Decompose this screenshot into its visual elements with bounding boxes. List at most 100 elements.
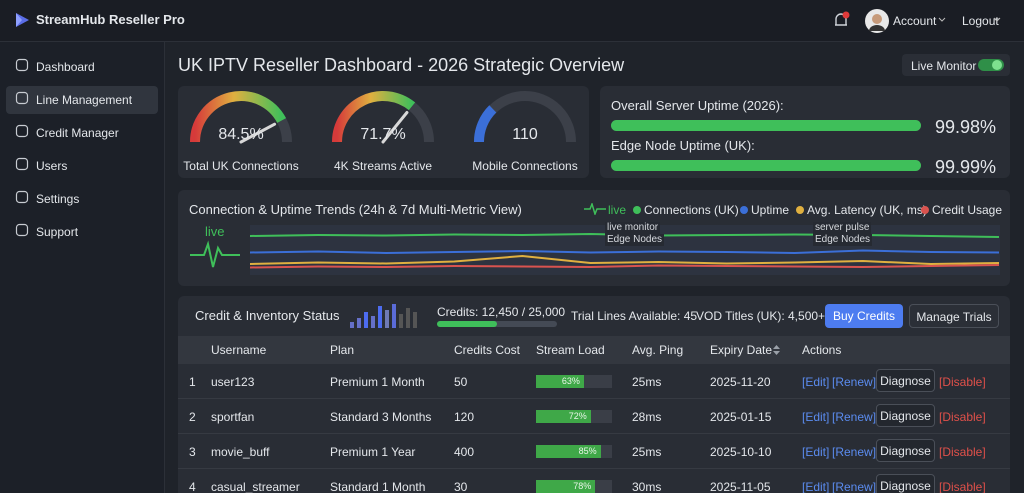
toggle-switch[interactable]	[978, 59, 1004, 71]
nav-icon	[15, 124, 29, 138]
column-header: Avg. Ping	[632, 343, 684, 357]
table-header-bg	[178, 336, 1010, 364]
gauge-needle	[239, 122, 277, 144]
column-header: Stream Load	[536, 343, 605, 357]
nav-item[interactable]: Credit Manager	[36, 126, 119, 140]
trend-line	[250, 254, 1000, 266]
disable-link[interactable]: [Disable]	[939, 445, 986, 459]
plan: Premium 1 Year	[330, 445, 416, 459]
renew-link[interactable]: [Renew]	[832, 480, 877, 493]
diagnose-button[interactable]: Diagnose	[876, 404, 935, 427]
plan: Premium 1 Month	[330, 375, 425, 389]
column-header[interactable]: Expiry Date	[710, 343, 773, 357]
manage-trials-button[interactable]: Manage Trials	[909, 304, 999, 328]
icon-shape	[15, 157, 29, 171]
gauge-value: 71.7%	[360, 126, 406, 143]
credits-track	[437, 321, 557, 327]
nav-icon	[15, 223, 29, 237]
nav-item[interactable]: Users	[36, 159, 68, 173]
uptime-label: Edge Node Uptime (UK):	[611, 138, 755, 153]
diagnose-button[interactable]: Diagnose	[876, 439, 935, 462]
uptime-bar	[611, 120, 921, 131]
chart-annotation: Edge Nodes	[813, 234, 873, 246]
plan: Standard 3 Months	[330, 410, 432, 424]
buy-credits-button[interactable]: Buy Credits	[825, 304, 903, 328]
credits-cost: 50	[454, 375, 468, 389]
chevron	[938, 17, 1001, 22]
load-bar	[536, 480, 596, 493]
legend-item: Credit Usage	[932, 203, 1003, 217]
disable-link[interactable]: [Disable]	[939, 375, 986, 389]
renew-link[interactable]: [Renew]	[832, 410, 877, 424]
gauge-needle	[381, 110, 409, 144]
inventory-bars-icon	[350, 304, 417, 328]
nav-active-bg[interactable]	[6, 86, 158, 114]
top-bar	[0, 0, 1024, 42]
chart-annotation: live monitor	[605, 222, 661, 234]
edit-link[interactable]: [Edit]	[802, 480, 830, 493]
disable-link[interactable]: [Disable]	[939, 410, 986, 424]
gauge-label: 4K Streams Active	[333, 159, 433, 173]
disable-link[interactable]: [Disable]	[939, 480, 986, 493]
row-index: 1	[189, 375, 196, 389]
load-label: 85%	[578, 446, 597, 456]
icon-shape	[15, 124, 29, 138]
nav-item[interactable]: Support	[36, 225, 79, 239]
legend-item: Connections (UK)	[644, 203, 739, 217]
renew-link[interactable]: [Renew]	[832, 445, 877, 459]
icon-shape	[15, 223, 29, 237]
legend-dot	[921, 206, 929, 214]
edit-link[interactable]: [Edit]	[802, 445, 830, 459]
live-monitor-label[interactable]: Live Monitor	[911, 59, 977, 73]
uptime-label: Overall Server Uptime (2026):	[611, 98, 784, 113]
legend-item: Uptime	[751, 203, 790, 217]
nav-item[interactable]: Settings	[36, 192, 80, 206]
trend-line	[250, 264, 1000, 269]
username: user123	[211, 375, 255, 389]
avg-ping: 30ms	[632, 480, 662, 493]
expiry-date: 2025-10-10	[710, 445, 772, 459]
sort-icon	[773, 345, 780, 355]
gauge-label: Total UK Connections	[183, 159, 299, 173]
credits-cost: 400	[454, 445, 475, 459]
gauge-panel	[178, 86, 589, 178]
expiry-date: 2025-11-05	[710, 480, 771, 493]
load-bar	[536, 445, 601, 458]
icon-shape	[15, 190, 29, 204]
edit-link[interactable]: [Edit]	[802, 375, 830, 389]
renew-link[interactable]: [Renew]	[832, 375, 877, 389]
gauge-label: Mobile Connections	[472, 159, 578, 173]
credits-bar	[437, 321, 497, 327]
edit-link[interactable]: [Edit]	[802, 410, 830, 424]
gauge-arc	[332, 91, 416, 143]
live-pulse	[190, 240, 240, 268]
bell-icon[interactable]	[832, 11, 850, 31]
nav-item[interactable]: Dashboard	[36, 60, 95, 74]
username: casual_streamer	[211, 480, 300, 493]
gauge-arc	[473, 105, 497, 143]
logout-menu[interactable]: Logout	[962, 14, 999, 28]
nav-item[interactable]: Line Management	[36, 93, 133, 107]
nav-icon	[15, 91, 29, 105]
row-separator	[178, 398, 1010, 399]
icon-shape	[15, 58, 29, 72]
uptime-bar	[611, 160, 921, 171]
plan: Standard 1 Month	[330, 480, 426, 493]
username: sportfan	[211, 410, 255, 424]
legend-dot	[740, 206, 748, 214]
trial-lines: Trial Lines Available: 45	[571, 309, 698, 323]
sort-arrows	[773, 345, 780, 355]
gauge-value: 84.5%	[218, 126, 264, 143]
avatar[interactable]	[865, 9, 889, 33]
row-index: 2	[189, 410, 196, 424]
diagnose-button[interactable]: Diagnose	[876, 369, 935, 392]
account-menu[interactable]: Account	[893, 14, 937, 28]
brand: StreamHub Reseller Pro	[36, 12, 185, 27]
diagnose-button[interactable]: Diagnose	[876, 474, 935, 493]
pulse-icon	[584, 203, 606, 215]
credits-cost: 120	[454, 410, 475, 424]
legend-item: Avg. Latency (UK, ms)	[807, 203, 927, 217]
gauge-value: 110	[512, 126, 538, 143]
load-bar	[536, 410, 591, 423]
